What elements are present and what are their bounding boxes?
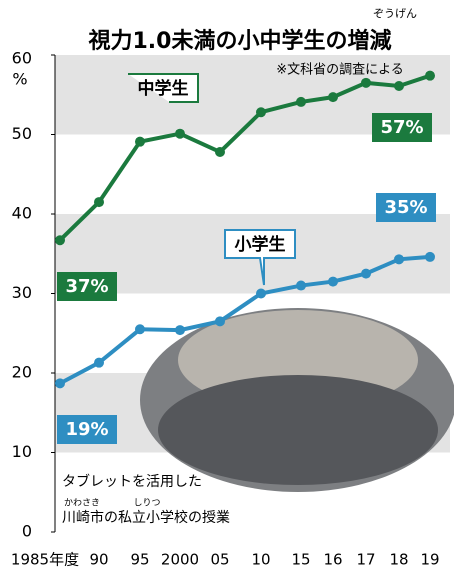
value-label-box: [57, 415, 117, 444]
point: [425, 70, 435, 81]
x-tick-label: 18: [389, 551, 408, 569]
photo-detail: [158, 375, 438, 485]
photo-caption: 川崎市の私立小学校の授業: [62, 509, 230, 526]
photo: [140, 308, 454, 492]
legend-box: [128, 73, 199, 103]
title-ruby: ぞうげん: [373, 7, 417, 20]
point: [328, 92, 338, 103]
point: [175, 128, 185, 139]
y-tick-label: 50: [12, 124, 32, 143]
y-tick-label: 60: [12, 49, 32, 68]
point: [361, 77, 371, 88]
chart-title: 視力1.0未満の小中学生の増減: [89, 28, 392, 54]
x-tick-label: 05: [210, 551, 229, 569]
x-tick-label: 1985年度: [11, 551, 79, 569]
x-tick-label: 90: [89, 551, 108, 569]
value-label-box: [57, 272, 117, 301]
point: [175, 325, 185, 336]
y-tick-label: 30: [12, 283, 32, 302]
point: [135, 324, 145, 335]
point: [361, 268, 371, 279]
legend-box: [224, 229, 296, 286]
point: [425, 251, 435, 262]
legend-label: 中学生: [138, 78, 189, 99]
value-label-box: [372, 113, 432, 142]
value-label: 57%: [380, 117, 423, 138]
value-label: 19%: [65, 419, 108, 440]
point: [135, 136, 145, 147]
x-tick-label: 2000: [161, 551, 199, 569]
x-tick-label: 95: [130, 551, 149, 569]
point: [94, 197, 104, 208]
point: [296, 280, 306, 291]
y-tick-label: 10: [12, 442, 32, 461]
x-tick-label: 16: [323, 551, 342, 569]
point: [215, 316, 225, 327]
x-tick-label: 15: [291, 551, 310, 569]
y-tick-label: 40: [12, 204, 32, 223]
x-tick-label: 10: [251, 551, 270, 569]
photo-caption: タブレットを活用した: [62, 473, 202, 490]
legend-label: 小学生: [235, 234, 286, 255]
point: [394, 254, 404, 265]
caption-ruby: かわさき: [64, 498, 100, 509]
point: [215, 146, 225, 157]
x-tick-label: 19: [420, 551, 439, 569]
point: [328, 276, 338, 287]
point: [94, 357, 104, 368]
point: [256, 288, 266, 299]
y-unit: %: [12, 70, 27, 89]
value-label-box: [376, 193, 436, 222]
source: ※文科省の調査による: [276, 63, 404, 78]
point: [55, 378, 65, 389]
caption-ruby: しりつ: [133, 498, 160, 509]
x-tick-label: 17: [356, 551, 375, 569]
point: [55, 235, 65, 246]
point: [394, 81, 404, 92]
point: [256, 107, 266, 118]
point: [296, 96, 306, 107]
value-label: 35%: [384, 197, 427, 218]
value-label: 37%: [65, 276, 108, 297]
y-tick-label: 0: [22, 522, 32, 541]
y-tick-label: 20: [12, 363, 32, 382]
